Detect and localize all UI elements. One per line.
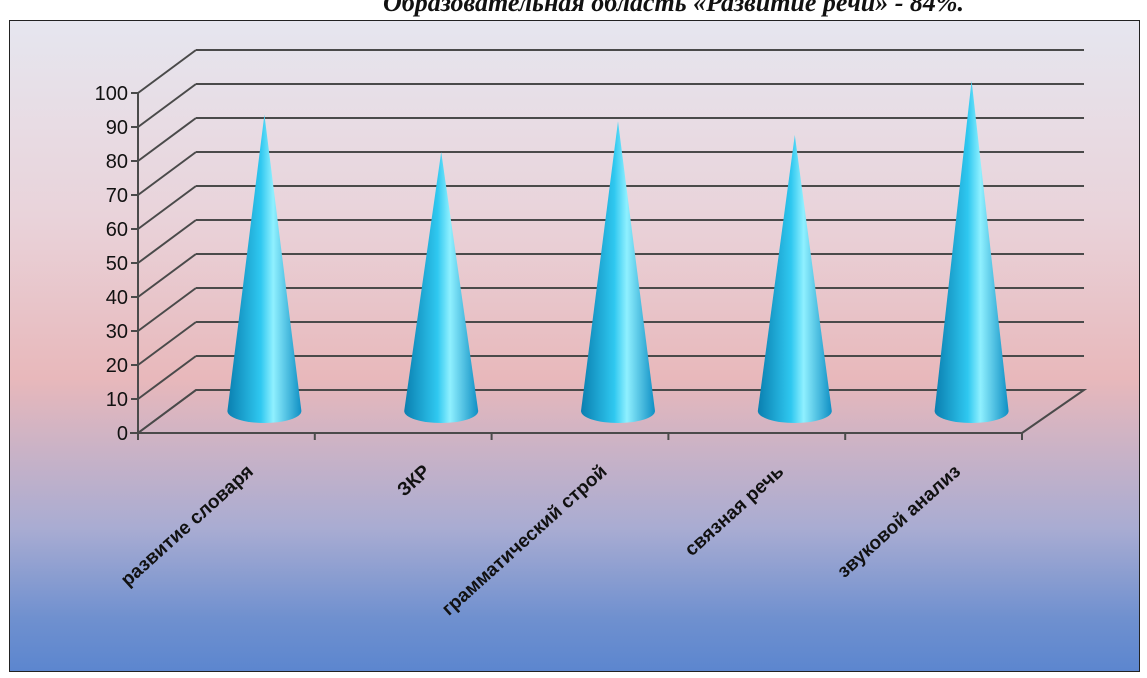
cone-bar [934,80,1009,423]
gridline-side [137,355,197,400]
cone-body [227,114,302,423]
gridline-side [137,253,197,298]
category-label: связная речь [681,461,788,560]
y-tick-label: 100 [95,83,128,105]
gridline-side [137,117,197,162]
category-label: звуковой анализ [834,461,965,582]
gridline-side [137,287,197,332]
cone-chart: 0 10 20 30 40 50 60 70 80 90 100 развитие словаря ЗК… [95,49,1088,620]
cone-bar [227,114,302,423]
cone-body [934,80,1009,423]
y-tick-label: 0 [117,423,128,445]
chart-area: 0 10 20 30 40 50 60 70 80 90 100 развитие словаря ЗК… [9,20,1140,672]
y-tick-label: 80 [106,151,128,173]
y-tick-label: 50 [106,253,128,275]
gridline-side [137,49,197,94]
y-tick-label: 60 [106,219,128,241]
cone-body [581,121,655,423]
gridline-side [137,321,197,366]
category-label: грамматический строй [438,461,611,620]
gridline-side [137,219,197,264]
cone-bar [581,121,655,423]
y-tick-label: 40 [106,287,128,309]
chart-caption: Образовательная область «Развитие речи» … [382,0,965,17]
y-tick-label: 10 [106,389,128,411]
y-tick-label: 90 [106,117,128,139]
category-label: ЗКР [394,461,435,501]
y-tick-label: 20 [106,355,128,377]
y-tick-label: 70 [106,185,128,207]
cone-body [757,135,832,423]
gridline-side [137,83,197,128]
cone-bar [757,135,832,423]
cone-body [404,152,479,423]
y-tick-label: 30 [106,321,128,343]
cone-bar [404,152,479,423]
category-label: развитие словаря [117,461,258,591]
gridline-side [137,151,197,196]
gridline-side [137,185,197,230]
